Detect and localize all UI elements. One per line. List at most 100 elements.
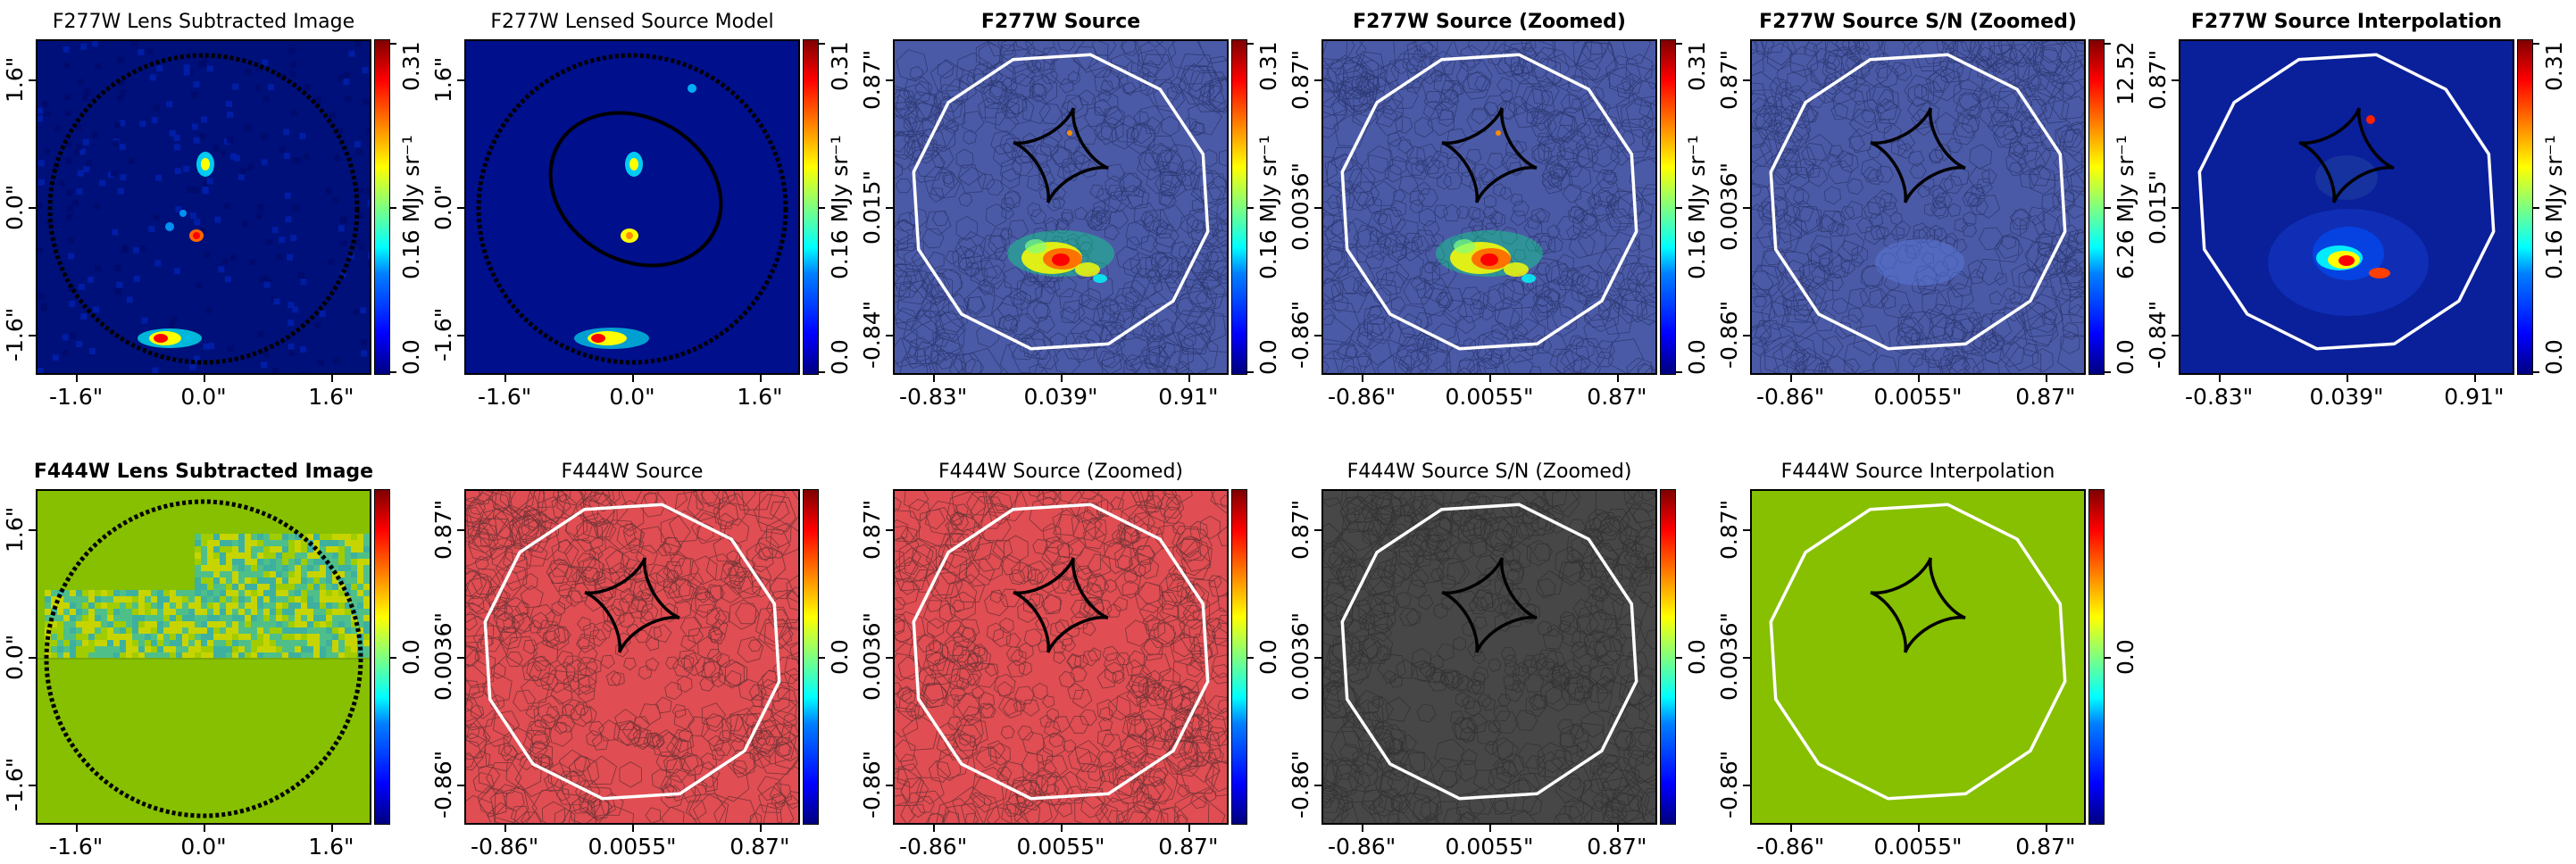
y-tick-mark <box>886 334 893 336</box>
plot-svg <box>466 41 798 373</box>
x-tick-mark <box>2219 375 2222 382</box>
source-plane-border <box>1340 53 1638 351</box>
x-tick-mark <box>1616 825 1619 832</box>
colorbar <box>803 489 819 825</box>
x-tick-mark <box>1188 375 1190 382</box>
colorbar-tick-mark <box>390 43 396 45</box>
colorbar-tick-mark <box>819 43 825 45</box>
y-tick-label: 0.0036" <box>1716 612 1742 702</box>
plot-area <box>1750 39 2086 375</box>
x-tick-label: 0.87" <box>2015 834 2076 860</box>
panel-title: F444W Source S/N (Zoomed) <box>1346 461 1632 483</box>
plot-area <box>464 489 800 825</box>
colorbar-tick-label: 0.16 MJy sr⁻¹ <box>2541 135 2567 279</box>
colorbar-tick-mark <box>1676 207 1682 209</box>
colorbar-tick-mark <box>1247 371 1254 373</box>
mask-circle <box>476 53 788 365</box>
plot-area <box>36 489 371 825</box>
colorbar-tick-label: 0.0 <box>2113 339 2138 375</box>
y-tick-label: -1.6" <box>2 757 28 812</box>
interp-knot <box>2366 115 2375 124</box>
plot-area <box>2179 39 2514 375</box>
x-tick-mark <box>1616 375 1619 382</box>
x-tick-label: -0.86" <box>1328 384 1396 410</box>
y-tick-mark <box>886 784 893 786</box>
source-knot <box>1067 130 1072 136</box>
plot-area <box>36 39 371 375</box>
x-tick-mark <box>1061 825 1063 832</box>
lens-arc-core <box>201 158 210 170</box>
colorbar-tick-mark <box>2533 43 2539 45</box>
y-tick-mark <box>1743 334 1750 336</box>
y-tick-label: 1.6" <box>2 506 28 552</box>
noise-pixel <box>165 222 174 231</box>
x-tick-mark <box>632 825 634 832</box>
source-plane-border <box>2197 53 2496 351</box>
x-tick-label: -0.86" <box>1756 384 1825 410</box>
x-tick-label: 0.0" <box>609 384 655 410</box>
colorbar-tick-mark <box>2533 207 2539 209</box>
x-tick-label: -0.83" <box>2185 384 2254 410</box>
colorbar-tick-mark <box>1247 657 1254 659</box>
y-tick-label: -1.6" <box>430 307 456 362</box>
y-tick-mark <box>1314 529 1321 532</box>
plot-area <box>893 489 1229 825</box>
colorbar <box>2088 489 2105 825</box>
x-tick-mark <box>76 825 79 832</box>
x-tick-mark <box>330 375 333 382</box>
colorbar-tick-mark <box>2105 657 2111 659</box>
colorbar-tick-label: 0.0 <box>398 639 424 675</box>
panel-title: F277W Source Interpolation <box>2190 11 2503 33</box>
y-tick-mark <box>1314 784 1321 786</box>
colorbar-tick-label: 0.31 <box>398 41 424 91</box>
x-tick-label: 0.87" <box>1587 834 1647 860</box>
x-tick-label: -0.86" <box>899 834 968 860</box>
x-tick-label: 0.0055" <box>1873 834 1963 860</box>
y-tick-label: 0.87" <box>1716 49 1742 110</box>
caustic-curve <box>584 557 680 653</box>
panel-title: F277W Source (Zoomed) <box>1353 11 1626 33</box>
source-emission <box>1025 239 1046 253</box>
model-arc-core <box>629 158 638 170</box>
x-tick-label: -0.83" <box>899 384 968 410</box>
colorbar-tick-label: 0.31 <box>827 41 853 91</box>
y-tick-mark <box>2172 207 2179 209</box>
y-tick-mark <box>886 79 893 82</box>
source-plane-border <box>1769 503 2067 801</box>
colorbar-tick-mark <box>2105 43 2111 45</box>
source-emission <box>1075 262 1100 277</box>
colorbar-tick-label: 0.0 <box>2541 339 2567 375</box>
colorbar-tick-label: 0.0 <box>398 339 424 375</box>
y-tick-label: 0.87" <box>859 49 885 110</box>
x-tick-label: 0.87" <box>729 834 790 860</box>
x-tick-mark <box>933 825 936 832</box>
colorbar-tick-mark <box>1247 43 1254 45</box>
plot-svg <box>1752 41 2084 373</box>
x-tick-label: 0.0055" <box>1873 384 1963 410</box>
y-tick-mark <box>886 207 893 209</box>
x-tick-label: 0.0" <box>180 384 227 410</box>
y-tick-mark <box>29 79 36 82</box>
plot-svg <box>895 491 1227 823</box>
colorbar-tick-label: 0.0 <box>1255 339 1281 375</box>
x-tick-mark <box>2473 375 2476 382</box>
x-tick-mark <box>2045 375 2047 382</box>
x-tick-label: 0.91" <box>2444 384 2505 410</box>
y-tick-mark <box>29 529 36 532</box>
x-tick-mark <box>1489 825 1491 832</box>
x-tick-label: 0.039" <box>1023 384 1098 410</box>
lens-arc-south-peak <box>154 334 168 343</box>
x-tick-mark <box>1918 825 1920 832</box>
x-tick-mark <box>2045 825 2047 832</box>
colorbar-tick-mark <box>390 657 396 659</box>
x-tick-label: 0.039" <box>2309 384 2384 410</box>
plot-svg <box>1323 491 1655 823</box>
plot-svg <box>1323 41 1655 373</box>
x-tick-mark <box>1489 375 1491 382</box>
x-tick-label: -0.86" <box>471 834 539 860</box>
colorbar-tick-mark <box>390 207 396 209</box>
x-tick-mark <box>204 825 205 832</box>
x-tick-label: 0.0" <box>180 834 227 860</box>
y-tick-mark <box>29 784 36 786</box>
y-tick-label: 0.015" <box>859 170 885 245</box>
